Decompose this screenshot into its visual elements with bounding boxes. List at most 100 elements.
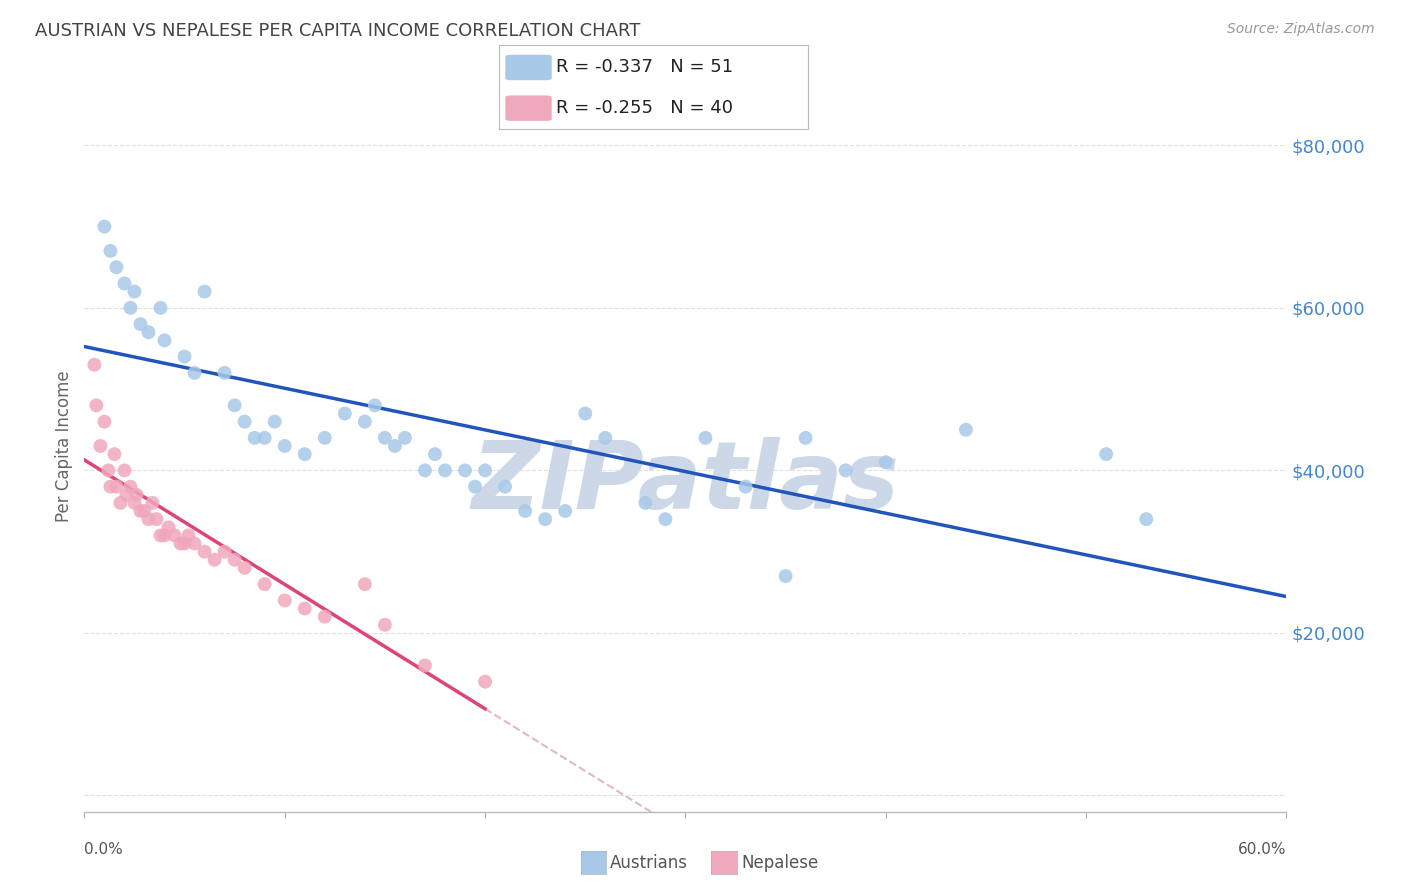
Text: 60.0%: 60.0% (1239, 842, 1286, 856)
Text: R = -0.255   N = 40: R = -0.255 N = 40 (557, 99, 734, 117)
Point (354, 415, 377, 429)
Text: Austrians: Austrians (610, 854, 688, 871)
Point (214, 366, 236, 380)
Point (253, 431, 276, 445)
Point (274, 593, 297, 607)
Point (149, 301, 172, 315)
Point (83, 358, 105, 372)
Point (394, 431, 416, 445)
Point (129, 317, 152, 331)
Point (554, 504, 576, 518)
Point (114, 277, 135, 291)
Point (413, 658, 436, 673)
Point (194, 285, 217, 299)
Point (125, 488, 148, 502)
Point (364, 398, 387, 412)
Point (595, 431, 617, 445)
Point (794, 431, 817, 445)
Point (413, 463, 436, 477)
Point (263, 415, 285, 429)
Point (294, 601, 316, 615)
Point (253, 577, 276, 591)
Point (354, 577, 377, 591)
Point (875, 455, 897, 469)
Point (141, 496, 163, 510)
Point (474, 674, 496, 689)
Point (100, 480, 122, 494)
Point (835, 463, 858, 477)
Text: 0.0%: 0.0% (84, 842, 124, 856)
Point (124, 496, 146, 510)
Point (173, 350, 195, 364)
Point (233, 415, 256, 429)
Point (173, 536, 195, 550)
Point (515, 504, 537, 518)
Point (114, 463, 135, 477)
Point (177, 528, 200, 542)
Point (105, 260, 128, 275)
Point (120, 480, 142, 494)
Point (204, 553, 226, 567)
Text: ZIPatlas: ZIPatlas (471, 436, 900, 529)
Point (314, 609, 336, 624)
Point (86, 398, 108, 412)
Point (93, 415, 115, 429)
Text: Source: ZipAtlas.com: Source: ZipAtlas.com (1227, 22, 1375, 37)
Point (124, 285, 146, 299)
Point (314, 431, 336, 445)
Point (169, 536, 191, 550)
Point (374, 617, 396, 632)
Point (224, 398, 246, 412)
Point (138, 512, 160, 526)
Point (97, 463, 120, 477)
Point (1095, 447, 1118, 461)
Y-axis label: Per Capita Income: Per Capita Income (55, 370, 73, 522)
Point (955, 423, 977, 437)
Point (294, 447, 316, 461)
Point (634, 496, 657, 510)
Point (534, 512, 557, 526)
Point (434, 463, 457, 477)
Point (153, 528, 176, 542)
Point (233, 561, 256, 575)
Point (163, 528, 186, 542)
Point (183, 366, 205, 380)
Text: AUSTRIAN VS NEPALESE PER CAPITA INCOME CORRELATION CHART: AUSTRIAN VS NEPALESE PER CAPITA INCOME C… (35, 22, 641, 40)
Point (384, 439, 406, 453)
Point (333, 407, 356, 421)
Point (129, 504, 152, 518)
Point (775, 569, 797, 583)
Point (138, 325, 160, 339)
Point (103, 447, 125, 461)
FancyBboxPatch shape (505, 95, 551, 120)
Point (194, 544, 217, 558)
Point (423, 447, 446, 461)
FancyBboxPatch shape (505, 54, 551, 80)
Point (93, 219, 115, 234)
Point (100, 244, 122, 258)
Point (153, 334, 176, 348)
Point (214, 544, 236, 558)
Point (183, 536, 205, 550)
Point (110, 496, 132, 510)
Point (574, 407, 596, 421)
Point (105, 480, 128, 494)
Point (494, 480, 516, 494)
Point (274, 439, 297, 453)
Text: Nepalese: Nepalese (741, 854, 818, 871)
Point (464, 480, 486, 494)
Point (243, 431, 266, 445)
Point (734, 480, 756, 494)
Point (120, 301, 142, 315)
Text: R = -0.337   N = 51: R = -0.337 N = 51 (557, 59, 734, 77)
Point (374, 431, 396, 445)
Point (454, 463, 477, 477)
Point (1135, 512, 1157, 526)
Point (134, 504, 156, 518)
Point (474, 463, 496, 477)
Point (149, 528, 172, 542)
Point (115, 488, 138, 502)
Point (157, 520, 180, 534)
Point (695, 431, 717, 445)
Point (224, 553, 246, 567)
